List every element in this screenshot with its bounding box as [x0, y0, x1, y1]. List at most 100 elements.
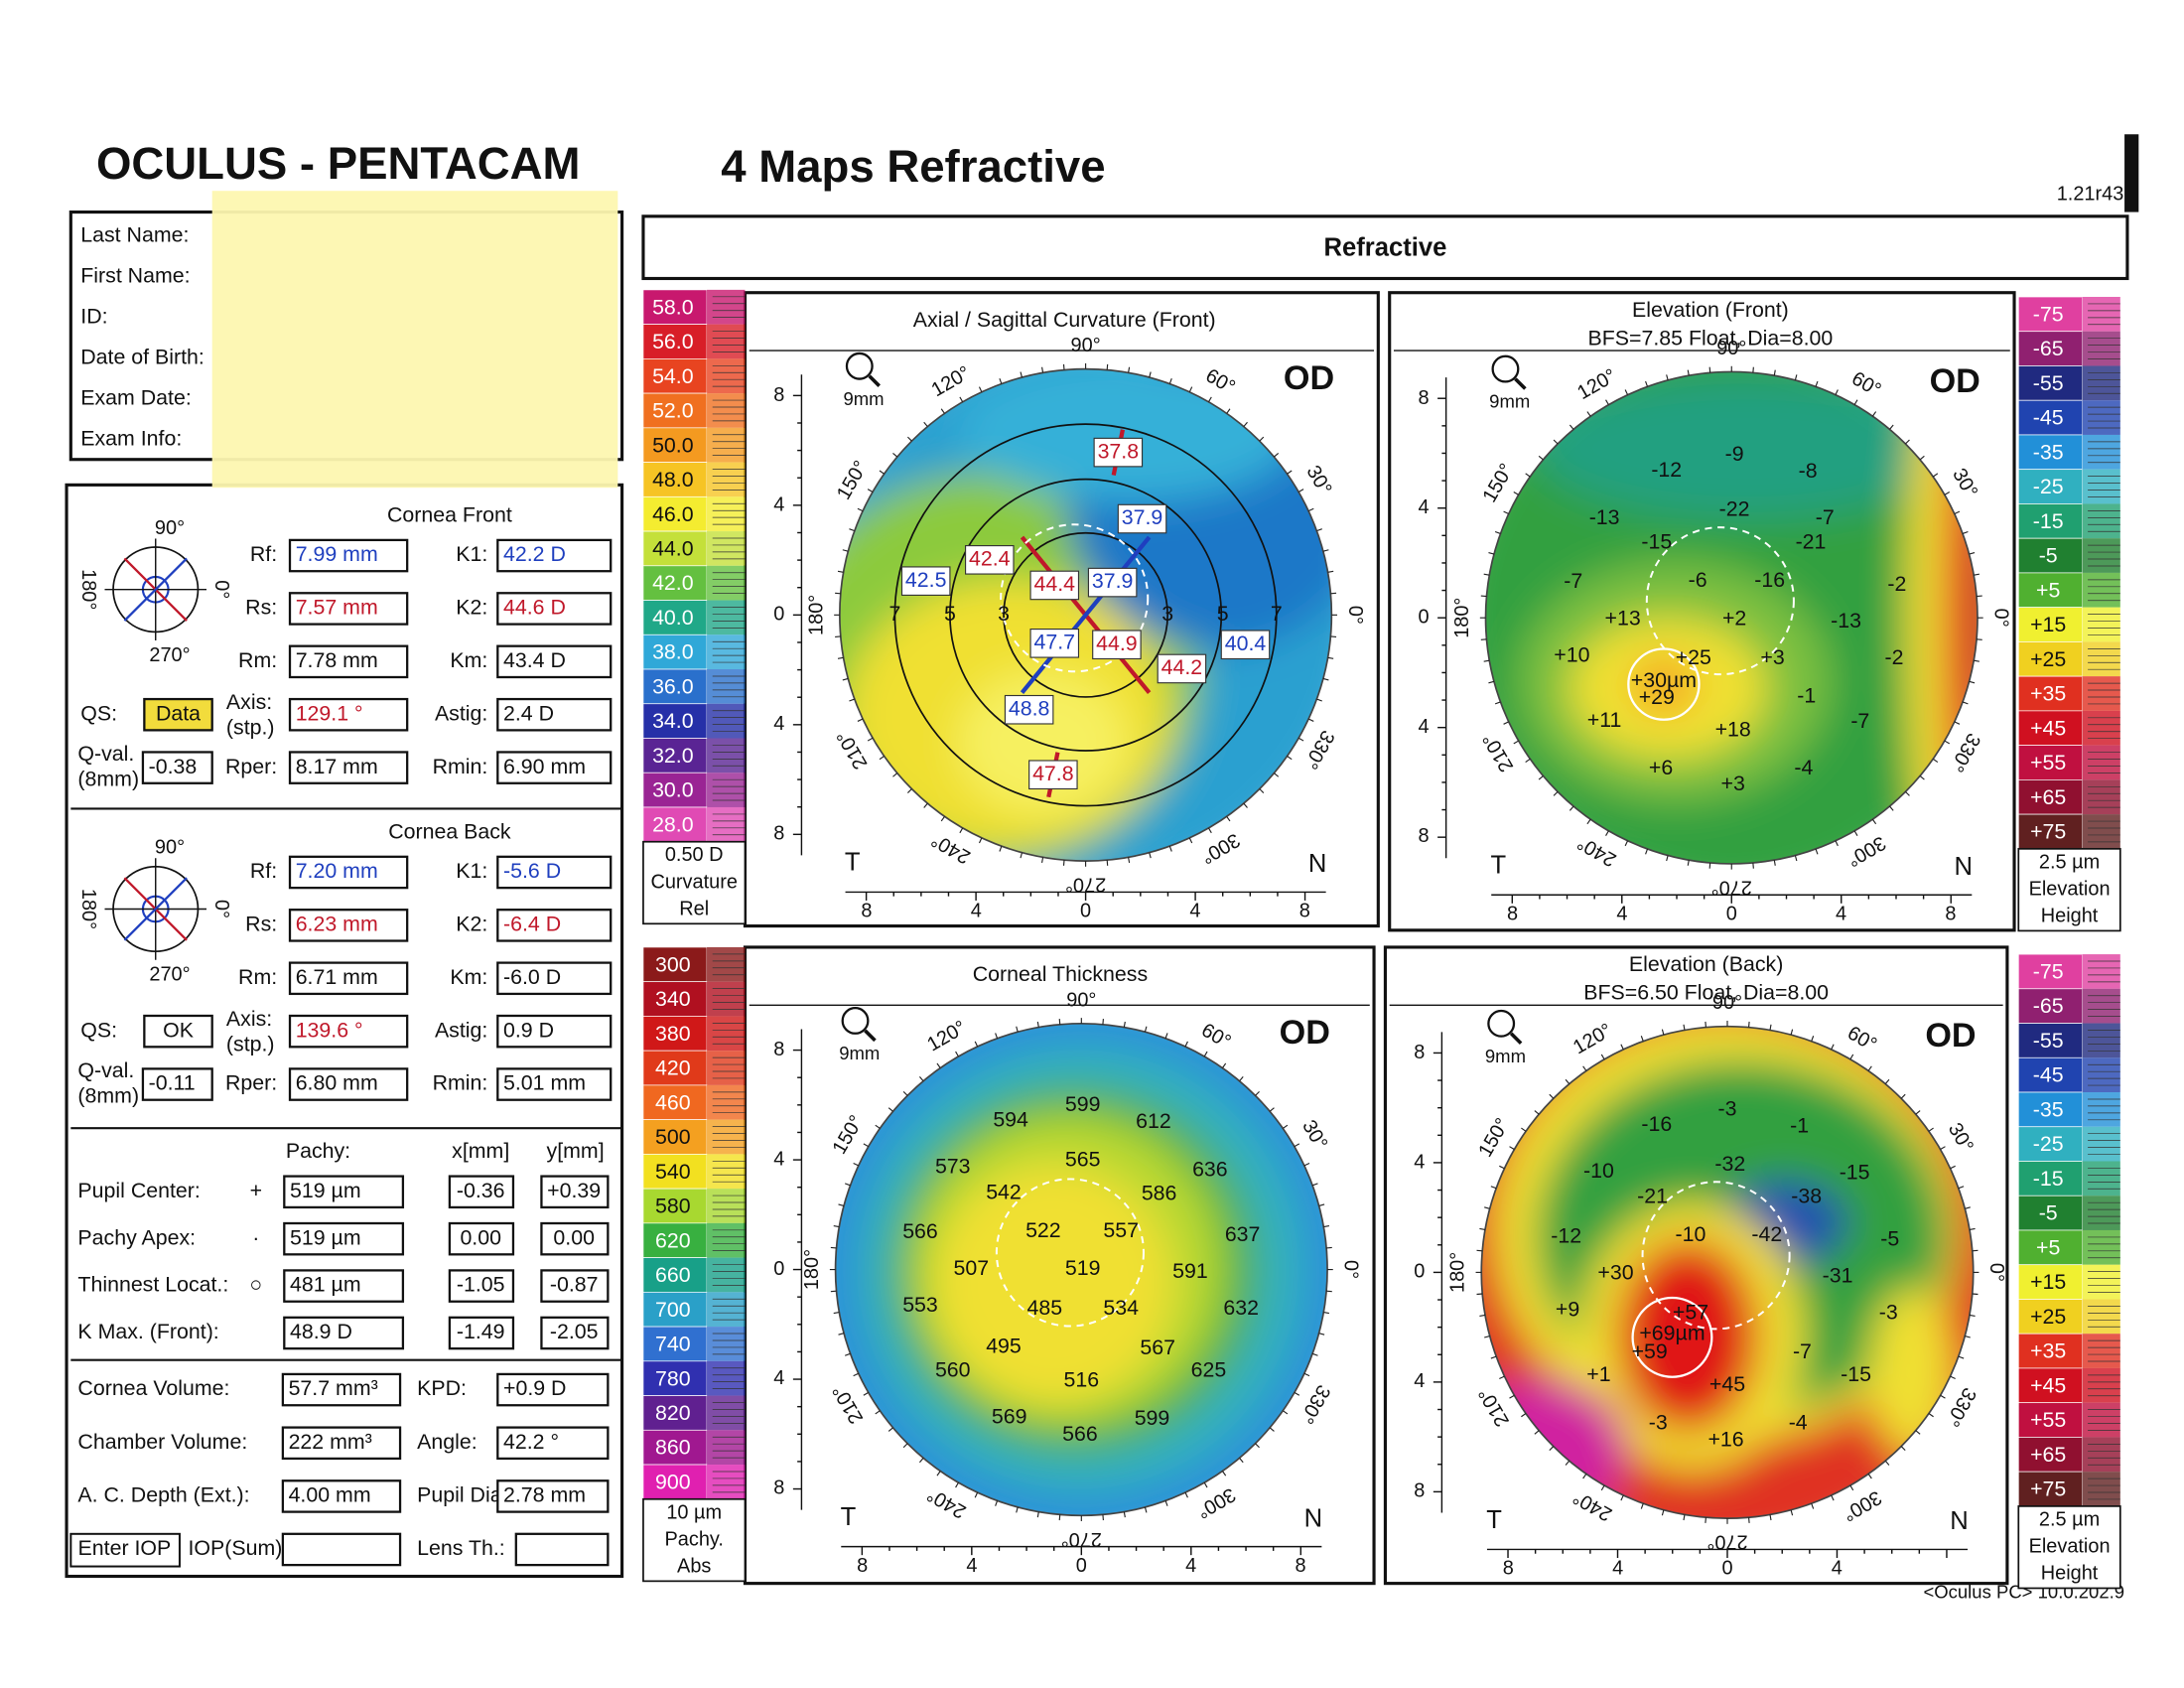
degree-tick [1307, 718, 1314, 722]
patient-label: ID: [80, 304, 107, 328]
scale-label: 420 [655, 1056, 691, 1080]
degree-tick [867, 489, 874, 492]
map-title: Corneal Thickness [973, 962, 1148, 986]
angle-label: 150° [829, 1112, 869, 1159]
degree-tick [1016, 1506, 1019, 1513]
color-region [1632, 659, 1696, 712]
iop-button-label[interactable]: Enter IOP [78, 1536, 172, 1560]
map-value: 636 [1192, 1158, 1228, 1182]
field-label: Axis: [226, 1007, 272, 1031]
degree-tick [1316, 528, 1322, 532]
map-value: -7 [1816, 505, 1835, 529]
field-value: 43.4 D [503, 648, 566, 672]
degree-tick [1509, 1146, 1515, 1151]
field-value: 7.57 mm [296, 596, 378, 620]
scale-caption: 10 µm [666, 1501, 722, 1523]
degree-tick [1962, 530, 1969, 534]
degree-tick [1666, 374, 1669, 381]
zoom-label[interactable]: 9mm [843, 388, 884, 409]
degree-tick [1128, 857, 1131, 864]
degree-tick [1184, 1491, 1188, 1498]
degree-tick [955, 1051, 959, 1057]
map-value: -3 [1649, 1410, 1668, 1434]
degree-tick [1128, 366, 1131, 373]
degree-tick [1226, 408, 1231, 414]
y-tick-label: 8 [773, 384, 784, 406]
zoom-icon-handle[interactable] [1509, 1032, 1523, 1046]
degree-tick [1525, 758, 1531, 764]
degree-tick [1687, 369, 1690, 376]
degree-tick [1144, 1506, 1148, 1513]
degree-tick [1041, 366, 1044, 373]
x-value: -0.36 [457, 1179, 505, 1202]
degree-tick [892, 453, 898, 458]
patient-label: Last Name: [80, 222, 189, 246]
scale-label: 46.0 [652, 502, 694, 526]
degree-tick [1016, 1026, 1019, 1033]
x-tick-label: 8 [1945, 903, 1956, 924]
y-tick-label: 0 [773, 604, 784, 626]
scale-bar [2082, 1196, 2120, 1230]
degree-tick [1274, 453, 1280, 458]
degree-tick [1221, 1471, 1227, 1477]
zoom-icon[interactable] [841, 1007, 870, 1035]
degree-tick [978, 837, 983, 844]
degree-tick [1582, 1065, 1587, 1071]
compass-label: 270° [149, 964, 190, 986]
degree-tick [1600, 1484, 1605, 1491]
scale-label: +35 [2030, 682, 2066, 706]
iop-button[interactable] [69, 1532, 181, 1568]
degree-tick [1243, 421, 1248, 427]
map-value: 37.9 [1122, 505, 1163, 529]
angle-label: 270° [1061, 1528, 1102, 1550]
zoom-icon[interactable] [1491, 354, 1520, 383]
scale-bar [707, 1084, 746, 1120]
map-value: 569 [992, 1405, 1027, 1429]
scale-label: 460 [655, 1090, 691, 1114]
field-label: Rper: [225, 1071, 277, 1095]
map-value: 516 [1064, 1368, 1100, 1392]
pupil-outline [1641, 1181, 1791, 1331]
scale-caption: Height [2041, 905, 2099, 926]
degree-tick [1919, 455, 1925, 461]
x-tick-label: 4 [971, 901, 982, 922]
degree-tick [974, 1491, 979, 1498]
degree-tick [1538, 775, 1544, 780]
scale-swatch [642, 738, 708, 774]
scale-label: 340 [655, 987, 691, 1011]
scale-label: 48.0 [652, 468, 694, 492]
scale-label: +15 [2030, 613, 2066, 636]
scale-bar [2082, 745, 2120, 780]
degree-tick [1769, 1024, 1772, 1031]
zoom-icon[interactable] [1487, 1009, 1516, 1038]
scale-label: 380 [655, 1022, 691, 1046]
scale-bar [707, 1189, 746, 1223]
map-value: 534 [1103, 1296, 1139, 1320]
map-value: 542 [986, 1180, 1022, 1203]
zoom-label[interactable]: 9mm [839, 1043, 880, 1063]
map-value: 632 [1223, 1296, 1259, 1320]
degree-tick [1900, 1093, 1906, 1099]
degree-tick [1503, 721, 1509, 725]
degree-tick [1168, 378, 1172, 384]
zoom-icon-handle[interactable] [1514, 377, 1527, 390]
zoom-label[interactable]: 9mm [1489, 391, 1530, 412]
degree-tick [999, 845, 1003, 852]
zoom-icon[interactable] [845, 352, 874, 380]
map-value: +45 [1709, 1372, 1745, 1396]
zoom-icon-handle[interactable] [864, 1029, 877, 1043]
value-box [448, 1269, 515, 1303]
degree-tick [1499, 1165, 1505, 1170]
map-value: 599 [1135, 1406, 1170, 1430]
degree-tick [1974, 573, 1979, 576]
degree-tick [1794, 374, 1798, 381]
field-value: 8.17 mm [296, 755, 378, 778]
row-label: Lens Th.: [417, 1536, 505, 1560]
row-value: 2.78 mm [503, 1483, 586, 1507]
map-value: +3 [1721, 772, 1745, 795]
scale-bar [707, 1119, 746, 1155]
zoom-label[interactable]: 9mm [1485, 1046, 1526, 1066]
degree-tick [936, 1471, 941, 1477]
zoom-icon-handle[interactable] [868, 374, 881, 387]
scale-label: -55 [2033, 1029, 2064, 1053]
